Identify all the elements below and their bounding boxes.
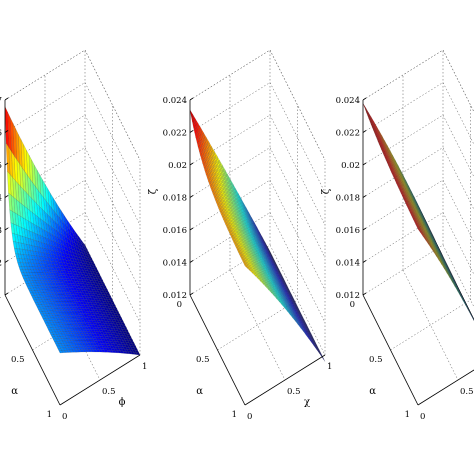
- axes: [189, 97, 326, 406]
- z-tick-label: .06: [0, 129, 2, 139]
- y-tick-label: 0: [420, 412, 425, 422]
- surface: [362, 103, 474, 321]
- x-tick-label: 0.5: [369, 355, 383, 365]
- z-tick-label: .02: [0, 259, 2, 269]
- surface: [4, 106, 141, 356]
- y-tick-label: 0.5: [287, 387, 301, 397]
- x-tick-label: 0.5: [196, 355, 210, 365]
- x-axis-label: α: [196, 386, 203, 397]
- x-axis-label: α: [11, 386, 18, 397]
- z-tick-label: .05: [0, 161, 2, 171]
- y-tick-label: 1: [142, 362, 147, 372]
- x-tick-label: 1: [47, 410, 52, 420]
- z-tick-label: 0.018: [163, 194, 187, 204]
- y-tick-label: 0: [247, 412, 252, 422]
- y-tick-label: 0: [62, 412, 67, 422]
- y-tick-label: 0.5: [102, 387, 116, 397]
- y-tick-label: 1: [327, 362, 332, 372]
- x-tick-label: 0: [177, 300, 182, 310]
- grid: [189, 49, 326, 381]
- z-tick-label: 0.024: [163, 96, 187, 106]
- z-axis-label: ζ: [148, 188, 159, 194]
- x-tick-label: 1: [405, 410, 410, 420]
- z-tick-label: .04: [0, 194, 2, 204]
- x-tick-label: 1: [232, 410, 237, 420]
- z-axis-label: ζ: [321, 188, 332, 194]
- z-tick-label: 0.012: [336, 291, 360, 301]
- x-tick-label: 0: [350, 300, 355, 310]
- z-tick-label: 0.012: [163, 291, 187, 301]
- axes: [362, 97, 474, 406]
- z-tick-label: .03: [0, 226, 2, 236]
- z-tick-label: 0.016: [336, 226, 360, 236]
- axes: [4, 97, 141, 406]
- z-tick-label: 0.022: [336, 129, 360, 139]
- surface: [189, 109, 326, 362]
- y-axis-label: ϕ: [119, 397, 126, 408]
- y-tick-label: 0.5: [460, 387, 474, 397]
- z-tick-label: 0.018: [336, 194, 360, 204]
- grid: [362, 49, 474, 381]
- z-tick-label: 0.014: [163, 259, 187, 269]
- x-axis-label: α: [369, 386, 376, 397]
- z-tick-label: 0.02: [341, 161, 360, 171]
- y-axis-label: χ: [304, 397, 310, 408]
- z-tick-label: .07: [0, 96, 2, 106]
- z-tick-label: 0.014: [336, 259, 360, 269]
- z-tick-label: 0.022: [163, 129, 187, 139]
- z-tick-label: .01: [0, 291, 2, 301]
- x-tick-label: 0.5: [11, 355, 25, 365]
- z-tick-label: 0.024: [336, 96, 360, 106]
- z-tick-label: 0.02: [168, 161, 187, 171]
- z-tick-label: 0.016: [163, 226, 187, 236]
